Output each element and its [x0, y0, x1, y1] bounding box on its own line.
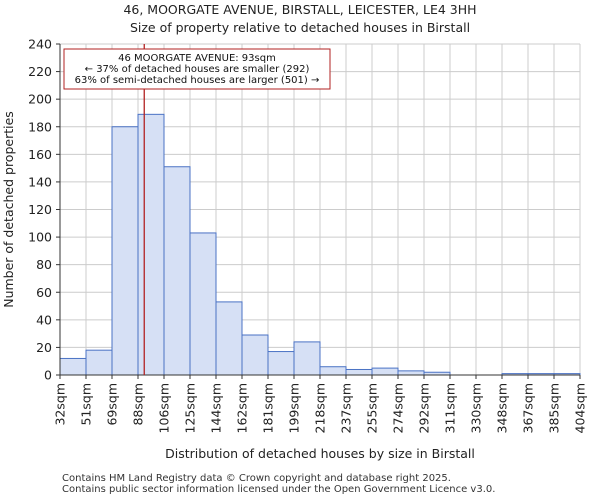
y-tick-label: 80 [36, 257, 52, 272]
x-tick-label: 311sqm [443, 383, 458, 433]
histogram-bar [267, 351, 295, 376]
x-tick-label: 125sqm [183, 383, 198, 433]
x-tick-label: 348sqm [495, 383, 510, 433]
histogram-bar [111, 126, 139, 376]
y-tick-label: 160 [28, 147, 52, 162]
x-tick-label: 69sqm [105, 383, 120, 426]
histogram-bar [137, 113, 165, 376]
y-tick-label: 20 [36, 340, 52, 355]
y-tick-label: 100 [28, 230, 52, 245]
histogram-bar [371, 367, 399, 376]
y-tick-label: 0 [44, 368, 52, 383]
x-tick-label: 385sqm [547, 383, 562, 433]
histogram-bar [163, 166, 191, 376]
x-tick-label: 162sqm [235, 383, 250, 433]
x-tick-label: 106sqm [157, 383, 172, 433]
y-tick-label: 140 [28, 174, 52, 189]
histogram-bar [397, 370, 425, 376]
histogram-bar [189, 232, 217, 376]
histogram-bar [85, 349, 113, 376]
y-tick-label: 120 [28, 202, 52, 217]
x-tick-label: 199sqm [287, 383, 302, 433]
footer-copyright: Contains HM Land Registry data © Crown c… [62, 473, 451, 484]
y-tick-label: 240 [28, 37, 52, 52]
x-tick-label: 274sqm [391, 383, 406, 433]
chart-title: 46, MOORGATE AVENUE, BIRSTALL, LEICESTER… [123, 2, 477, 17]
x-tick-label: 144sqm [209, 383, 224, 433]
histogram-bar [345, 368, 373, 376]
footer-licence: Contains public sector information licen… [62, 484, 496, 495]
x-tick-label: 181sqm [261, 383, 276, 433]
histogram-bar [293, 341, 321, 376]
y-axis-label: Number of detached properties [1, 111, 16, 308]
x-tick-label: 255sqm [365, 383, 380, 433]
chart-subtitle: Size of property relative to detached ho… [129, 20, 471, 35]
x-tick-label: 367sqm [521, 383, 536, 433]
histogram-bar [215, 301, 243, 376]
y-tick-label: 180 [28, 119, 52, 134]
x-tick-label: 51sqm [79, 383, 94, 426]
y-tick-label: 60 [36, 285, 52, 300]
x-tick-label: 218sqm [313, 383, 328, 433]
y-tick-label: 40 [36, 312, 52, 327]
x-tick-label: 404sqm [573, 383, 588, 433]
histogram-bar [319, 366, 347, 376]
annotation-line-2: ← 37% of detached houses are smaller (29… [85, 64, 310, 75]
x-tick-label: 32sqm [53, 383, 68, 426]
histogram-bar [241, 334, 269, 376]
x-tick-label: 330sqm [469, 383, 484, 433]
histogram-bar [59, 357, 87, 376]
annotation-box: 46 MOORGATE AVENUE: 93sqm ← 37% of detac… [63, 48, 331, 90]
x-tick-label: 237sqm [339, 383, 354, 433]
y-tick-label: 200 [28, 92, 52, 107]
x-axis-label: Distribution of detached houses by size … [165, 446, 475, 461]
histogram-chart: 0 20 40 60 80 100 120 140 160 180 200 220 240 32sqm 51… [1, 37, 588, 462]
annotation-line-1: 46 MOORGATE AVENUE: 93sqm [118, 53, 276, 64]
y-tick-label: 220 [28, 64, 52, 79]
x-tick-label: 292sqm [417, 383, 432, 433]
x-tick-label: 88sqm [131, 383, 146, 426]
annotation-line-3: 63% of semi-detached houses are larger (… [75, 75, 320, 86]
